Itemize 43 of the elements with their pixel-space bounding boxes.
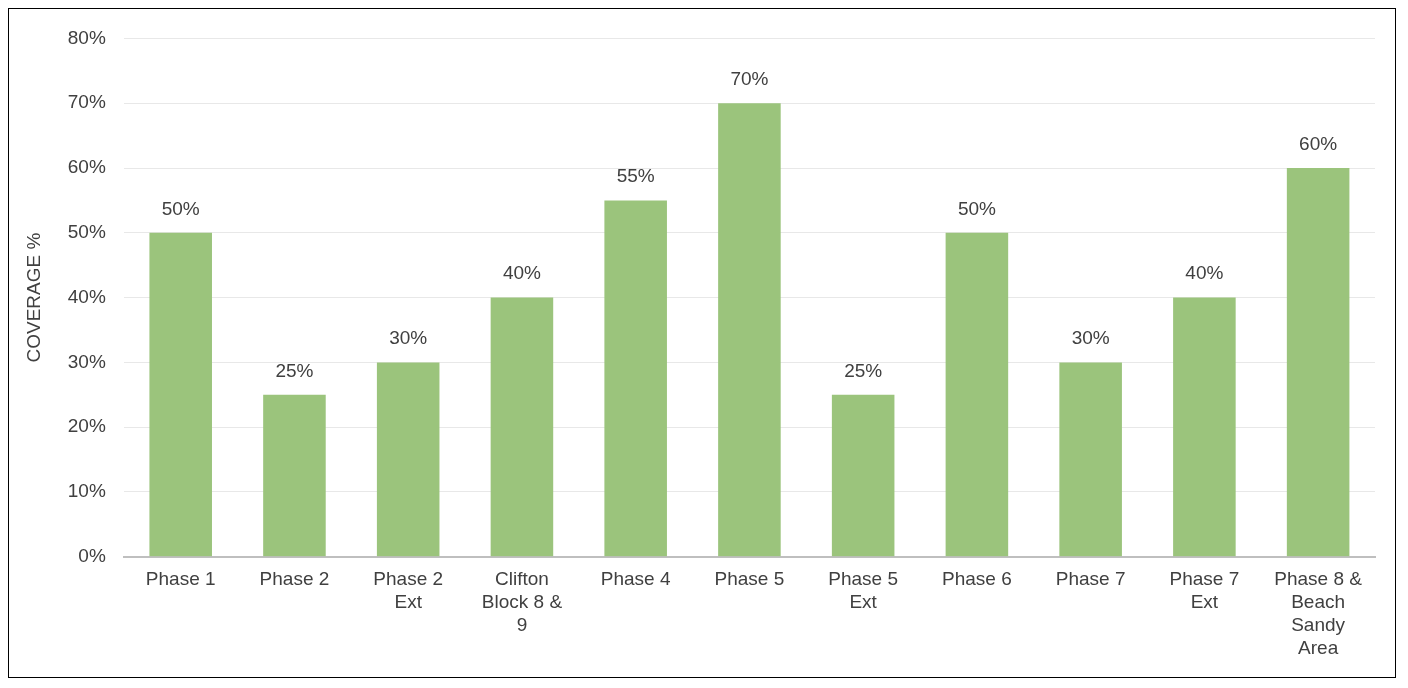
- data-label: 25%: [275, 359, 314, 381]
- data-label: 50%: [161, 197, 200, 219]
- x-tick-label: Phase 1: [145, 568, 216, 590]
- x-tick-label: Phase 2 Ext: [373, 568, 444, 613]
- x-tick-label: Phase 4: [600, 568, 671, 590]
- data-label: 40%: [1185, 262, 1224, 284]
- y-tick-label: 10%: [67, 480, 106, 502]
- data-label: 30%: [389, 327, 428, 349]
- bar: [1286, 168, 1350, 557]
- bar: [945, 232, 1009, 557]
- y-tick-label: 40%: [67, 285, 106, 307]
- data-label: 55%: [616, 165, 655, 187]
- data-label: 60%: [1299, 132, 1338, 154]
- data-label: 40%: [502, 262, 542, 284]
- y-tick-label: 20%: [67, 415, 106, 437]
- bar: [1173, 297, 1236, 557]
- x-tick-label: Phase 6: [942, 568, 1012, 590]
- x-tick-label: Phase 5 Ext: [828, 568, 899, 613]
- y-tick-label: 0%: [78, 545, 106, 567]
- bar: [149, 232, 212, 557]
- x-tick-label: Phase 7: [1055, 568, 1126, 590]
- data-label: 50%: [957, 197, 997, 219]
- bar: [263, 394, 326, 557]
- x-tick-label: Phase 5: [714, 568, 785, 590]
- x-tick-label: Phase 8 & Beach Sandy Area: [1274, 568, 1363, 658]
- y-tick-label: 60%: [67, 156, 106, 178]
- y-tick-label: 30%: [67, 350, 106, 372]
- y-tick-label: 70%: [67, 91, 106, 113]
- data-label: 70%: [730, 67, 769, 89]
- bar: [490, 297, 554, 557]
- data-label: 30%: [1071, 327, 1110, 349]
- bar: [1059, 362, 1122, 557]
- x-tick-label: Phase 2: [259, 568, 330, 590]
- bar: [831, 394, 895, 557]
- bar: [376, 362, 440, 557]
- x-tick-label: Clifton Block 8 & 9: [481, 568, 563, 636]
- y-tick-label: 80%: [67, 26, 106, 48]
- x-tick-label: Phase 7 Ext: [1169, 568, 1240, 613]
- y-tick-label: 50%: [67, 221, 106, 243]
- y-axis-title: COVERAGE %: [22, 232, 44, 363]
- bar: [604, 200, 667, 557]
- bar: [718, 103, 781, 557]
- data-label: 25%: [844, 359, 883, 381]
